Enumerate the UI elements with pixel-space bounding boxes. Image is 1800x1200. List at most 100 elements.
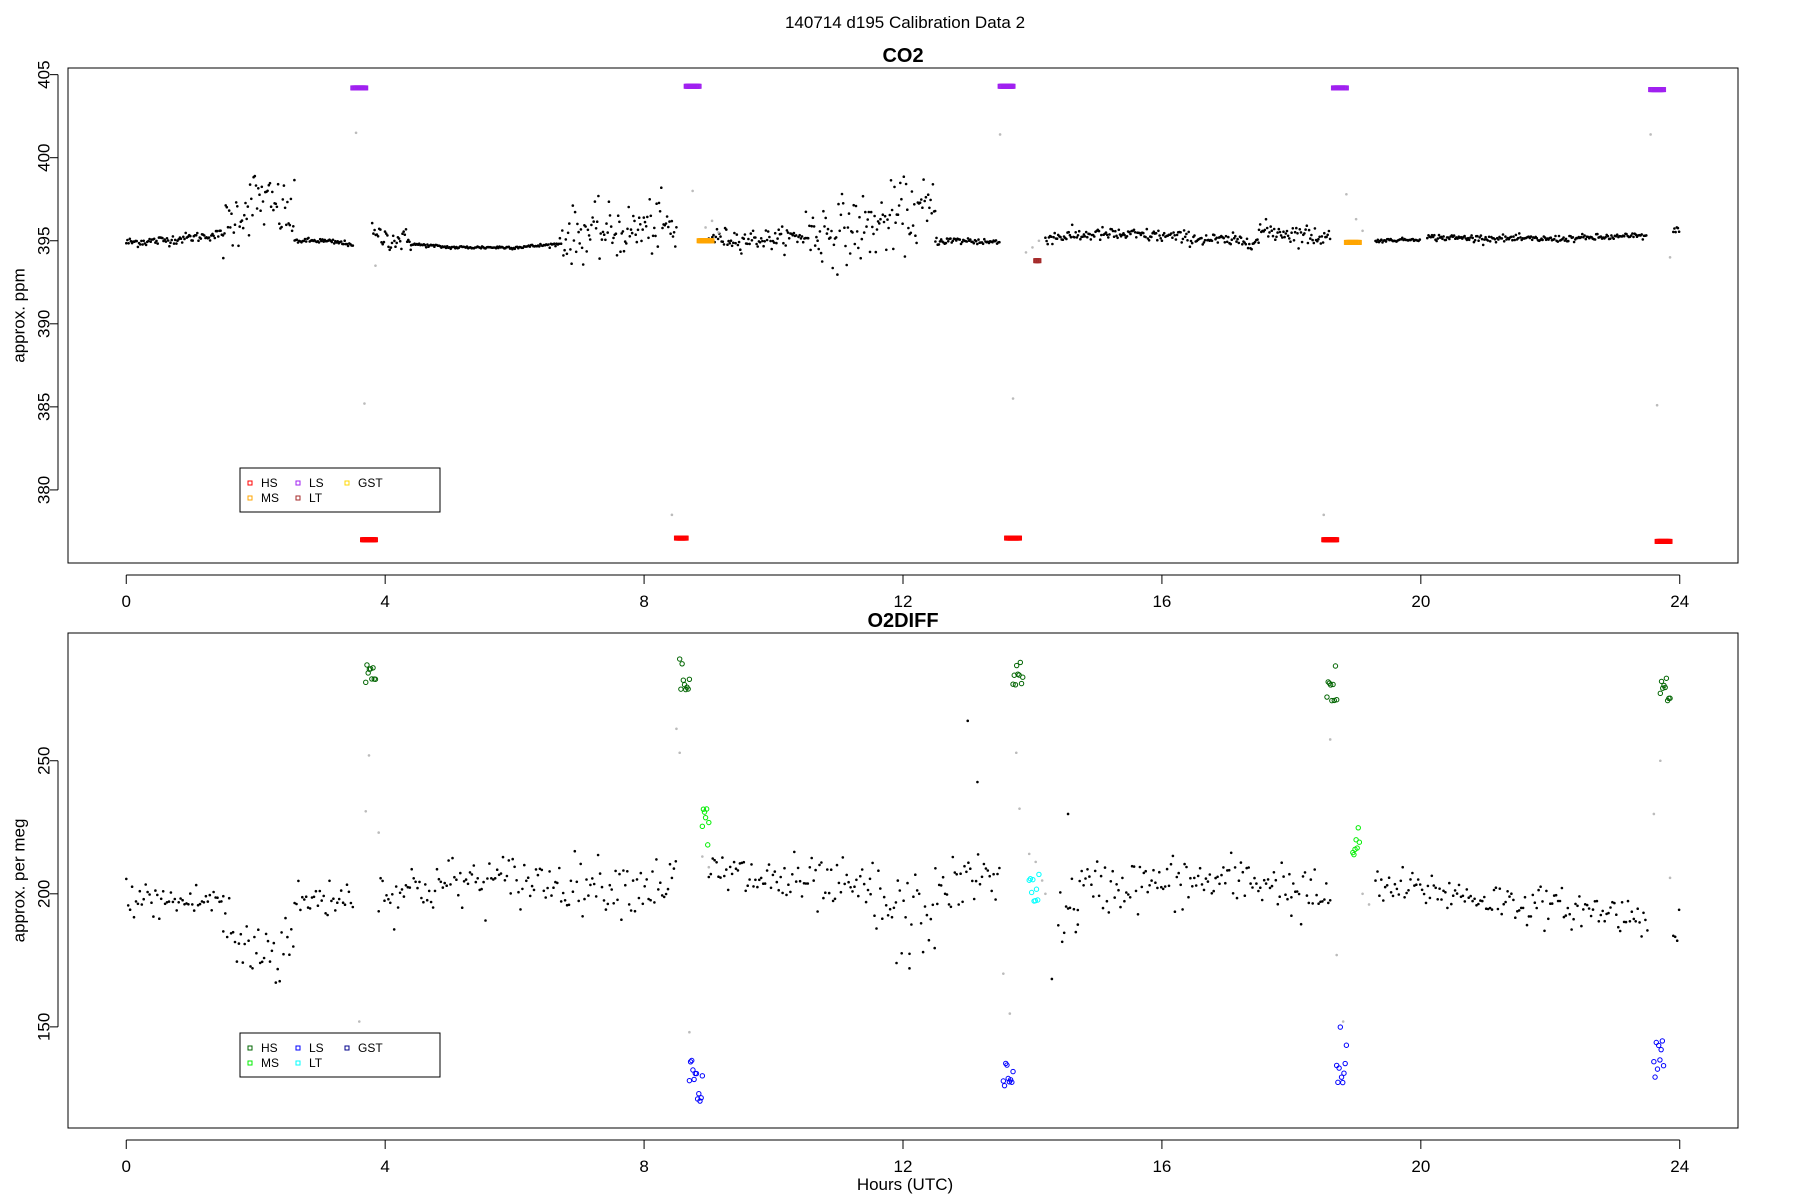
o2diff-ambient-point [742, 860, 746, 864]
co2-ambient-point [1632, 235, 1635, 239]
co2-legend-swatch [247, 495, 253, 501]
co2-ambient-point [272, 208, 275, 212]
co2-ls-point [363, 85, 369, 91]
co2-flagged-point [1037, 239, 1041, 243]
co2-ambient-point [1213, 233, 1216, 237]
co2-ambient-point [1328, 237, 1332, 241]
o2diff-ambient-point [604, 908, 608, 911]
co2-ambient-point [571, 204, 575, 207]
o2diff-ambient-point [540, 868, 544, 872]
co2-ambient-point [865, 225, 868, 228]
o2diff-ambient-point [126, 904, 130, 907]
o2diff-ambient-point [618, 872, 621, 876]
o2diff-ambient-point [1093, 869, 1097, 873]
co2-ambient-point [221, 234, 225, 237]
co2-ambient-point [972, 241, 976, 245]
o2diff-ambient-point [1486, 907, 1490, 911]
o2diff-ambient-point [781, 891, 784, 895]
o2diff-flagged-point [1341, 1020, 1345, 1023]
co2-ambient-point [1152, 230, 1156, 233]
figure-suptitle: 140714 d195 Calibration Data 2 [785, 13, 1025, 32]
co2-ambient-point [808, 224, 811, 228]
o2diff-ambient-point [1249, 882, 1252, 885]
o2diff-ambient-point [194, 883, 198, 887]
o2diff-ms-point [703, 806, 710, 812]
co2-ambient-point [622, 249, 626, 253]
co2-ambient-point [839, 213, 843, 217]
o2diff-ambient-point [1074, 930, 1078, 934]
co2-ambient-point [391, 234, 395, 238]
co2-ambient-point [1479, 234, 1483, 237]
co2-ambient-point [1307, 228, 1311, 232]
o2diff-ambient-point [235, 960, 239, 963]
o2diff-ambient-point [1395, 887, 1399, 891]
co2-ambient-point [579, 228, 583, 231]
o2diff-ambient-point [1092, 895, 1095, 898]
co2-ambient-point [1276, 231, 1279, 234]
co2-ambient-point [1304, 228, 1307, 231]
co2-ambient-point [1274, 238, 1277, 241]
o2diff-ambient-point [233, 940, 237, 944]
o2diff-ambient-point [925, 913, 929, 917]
o2diff-ambient-point [969, 867, 972, 870]
o2diff-ambient-point [851, 890, 854, 893]
o2diff-ambient-point [837, 881, 841, 885]
o2diff-ambient-point [544, 896, 547, 899]
o2diff-ambient-point [134, 900, 138, 903]
co2-ambient-point [372, 232, 375, 235]
o2diff-ambient-point [424, 883, 427, 886]
o2diff-hs-point [369, 676, 375, 682]
o2diff-ambient-point [1638, 921, 1641, 924]
co2-ambient-point [598, 257, 601, 260]
o2diff-ambient-point [561, 891, 565, 895]
co2-ambient-point [786, 231, 790, 234]
o2diff-ambient-point [1382, 899, 1385, 902]
o2diff-ambient-point [559, 900, 563, 903]
o2diff-ambient-point [583, 897, 586, 901]
co2-ambient-point [1203, 238, 1207, 242]
co2-ambient-point [819, 251, 823, 255]
o2diff-hs-point [686, 676, 693, 682]
co2-ambient-point [1225, 240, 1229, 244]
o2diff-ambient-point [633, 909, 637, 913]
co2-ambient-point [203, 234, 206, 237]
co2-ambient-point [599, 232, 602, 235]
o2diff-lt-point [1032, 897, 1038, 904]
co2-ambient-point [558, 236, 562, 240]
o2diff-ambient-point [1418, 883, 1422, 886]
co2-ambient-point [1584, 237, 1588, 241]
o2diff-ambient-point [464, 878, 468, 881]
o2diff-ambient-point [822, 896, 825, 900]
co2-ambient-point [630, 231, 634, 235]
co2-ambient-point [801, 240, 805, 244]
co2-ambient-point [661, 226, 664, 230]
co2-ambient-point [1596, 232, 1599, 236]
o2diff-ambient-point [339, 889, 343, 892]
co2-ambient-point [331, 238, 335, 242]
o2diff-legend-label: LS [309, 1041, 324, 1055]
o2diff-ambient-point [707, 875, 711, 879]
co2-ambient-point [591, 216, 594, 219]
o2diff-ambient-point [777, 888, 780, 892]
co2-ambient-point [1316, 239, 1319, 243]
co2-ambient-point [1452, 234, 1456, 237]
o2diff-ambient-point [1107, 911, 1111, 914]
co2-ambient-point [1079, 237, 1082, 241]
o2diff-ambient-point [1378, 894, 1381, 897]
co2-ambient-point [266, 189, 269, 193]
o2diff-ambient-point [1196, 874, 1200, 878]
o2diff-ambient-point [381, 879, 384, 883]
o2diff-ambient-point [1175, 875, 1179, 879]
o2diff-ambient-point [892, 906, 896, 910]
o2diff-ms-point [702, 814, 709, 821]
co2-ambient-point [889, 179, 893, 182]
o2diff-ambient-point [1327, 901, 1330, 905]
o2diff-ambient-point [1127, 893, 1130, 896]
co2-ambient-point [1264, 217, 1268, 221]
co2-ambient-point [853, 242, 857, 246]
co2-ambient-point [1641, 238, 1645, 241]
co2-ambient-point [1511, 238, 1514, 242]
co2-ambient-point [1268, 231, 1271, 234]
co2-ambient-point [804, 210, 808, 214]
o2diff-ambient-point [651, 870, 654, 873]
